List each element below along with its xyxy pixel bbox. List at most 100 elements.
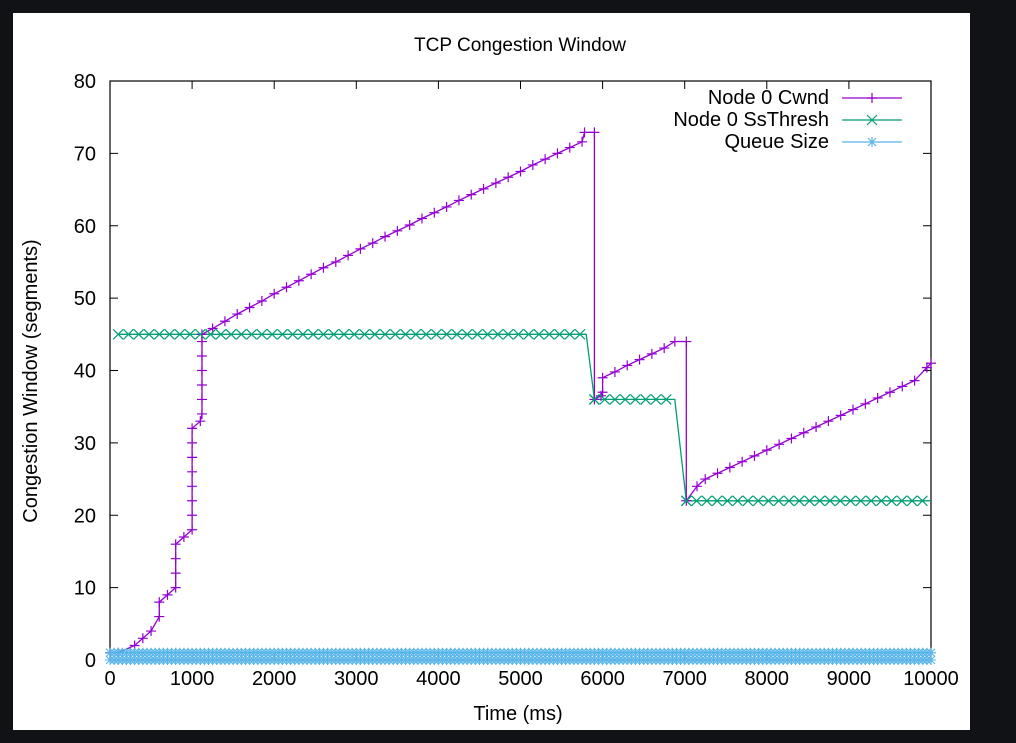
series-point-cwnd [380, 231, 391, 242]
series-point-cwnd [187, 524, 198, 535]
series-point-ssthresh [824, 495, 836, 507]
y-tick-label: 0 [85, 650, 96, 672]
series-point-ssthresh [307, 328, 319, 340]
y-tick-label: 80 [74, 71, 96, 93]
series-point-ssthresh [471, 328, 483, 340]
series-point-cwnd [552, 148, 563, 159]
series-point-cwnd [761, 445, 772, 456]
x-tick-label: 1000 [170, 668, 215, 690]
series-point-cwnd [453, 195, 464, 206]
plot-area: 0 1000 2000 3000 4000 5000 6000 7000 8000 9000 100… [74, 71, 959, 690]
series-point-ssthresh [379, 328, 391, 340]
series-point-cwnd [367, 238, 378, 249]
legend-marker-cwnd [867, 93, 877, 103]
series-point-cwnd [281, 282, 292, 293]
chart: TCP Congestion Window 0 1000 2000 3000 4000 5… [20, 35, 959, 725]
series-point-ssthresh [215, 328, 227, 340]
series-point-cwnd [178, 531, 189, 542]
legend-label-cwnd: Node 0 Cwnd [708, 87, 829, 109]
series-point-ssthresh [640, 394, 652, 405]
series-point-cwnd [154, 611, 165, 622]
legend: Node 0 Cwnd Node 0 SsThresh Queue Size [673, 87, 902, 153]
series-point-cwnd [478, 183, 489, 194]
series-point-ssthresh [174, 328, 186, 340]
series-point-ssthresh [564, 328, 576, 340]
series-point-cwnd [577, 136, 588, 147]
series-point-ssthresh [235, 328, 247, 340]
series-point-ssthresh [845, 495, 856, 507]
series-point-cwnd [589, 127, 600, 138]
series-point-cwnd [527, 159, 538, 170]
x-tick-label: 10000 [903, 668, 959, 690]
series-point-ssthresh [287, 328, 299, 340]
series-point-ssthresh [875, 495, 887, 507]
series-point-ssthresh [328, 328, 340, 340]
x-tick-label: 9000 [827, 668, 872, 690]
x-tick-label: 0 [104, 668, 115, 690]
y-tick-label: 50 [74, 288, 96, 310]
series-point-cwnd [798, 427, 809, 438]
series-point-ssthresh [773, 495, 785, 507]
legend-samples [842, 93, 902, 147]
series-point-ssthresh [276, 328, 288, 340]
series-point-ssthresh [266, 328, 278, 340]
x-tick-label: 2000 [252, 668, 297, 690]
series-point-ssthresh [133, 328, 145, 340]
series-point-ssthresh [574, 328, 586, 340]
series-point-cwnd [860, 398, 871, 409]
series-point-cwnd [416, 213, 427, 224]
series-point-cwnd [154, 597, 165, 608]
series-point-ssthresh [461, 328, 473, 340]
series-point-ssthresh [246, 328, 258, 340]
y-tick-label: 20 [74, 505, 96, 527]
axis-ticks: 0 1000 2000 3000 4000 5000 6000 7000 8000 9000 100… [74, 71, 959, 690]
chart-title: TCP Congestion Window [414, 35, 626, 56]
chart-frame: TCP Congestion Window 0 1000 2000 3000 4000 5… [13, 13, 970, 730]
series-point-cwnd [597, 372, 608, 383]
series-point-cwnd [244, 302, 255, 313]
y-tick-label: 70 [74, 143, 96, 165]
series-point-cwnd [749, 450, 760, 461]
series-point-cwnd [170, 568, 181, 579]
series-point-cwnd [392, 225, 403, 236]
series-point-cwnd [195, 416, 206, 427]
series-point-cwnd [622, 360, 633, 371]
series-point-cwnd [196, 379, 207, 390]
series-point-ssthresh [523, 328, 535, 340]
series-point-cwnd [196, 365, 207, 376]
series-point-cwnd [909, 375, 920, 386]
series-point-ssthresh [184, 328, 196, 340]
series-point-ssthresh [554, 328, 565, 340]
series-point-cwnd [306, 269, 317, 280]
series-point-ssthresh [906, 495, 918, 507]
series-point-ssthresh [732, 495, 744, 507]
series-point-queue [926, 655, 936, 665]
x-tick-label: 5000 [498, 668, 543, 690]
series-point-ssthresh [410, 328, 422, 340]
series-point-ssthresh [609, 394, 621, 405]
series-point-cwnd [187, 423, 198, 434]
series-point-ssthresh [194, 328, 206, 340]
series-point-ssthresh [369, 328, 381, 340]
series-point-ssthresh [513, 328, 524, 340]
series-point-cwnd [564, 142, 575, 153]
series-point-cwnd [884, 387, 895, 398]
series-point-ssthresh [650, 394, 662, 405]
series-point-ssthresh [225, 328, 237, 340]
series-point-cwnd [343, 250, 354, 261]
series-point-cwnd [162, 589, 173, 600]
series-point-ssthresh [430, 328, 442, 340]
series-point-cwnd [823, 416, 834, 427]
series-point-cwnd [872, 393, 883, 404]
series-point-cwnd [318, 262, 329, 273]
series-point-ssthresh [451, 328, 463, 340]
series-point-cwnd [404, 220, 415, 231]
y-tick-label: 40 [74, 361, 96, 383]
series-point-cwnd [187, 510, 198, 521]
series-point-cwnd [692, 481, 703, 492]
series-point-ssthresh [543, 328, 555, 340]
series-point-ssthresh [143, 328, 155, 340]
series-point-cwnd [170, 582, 181, 593]
series-point-cwnd [724, 462, 735, 473]
series-point-cwnd [196, 329, 207, 340]
